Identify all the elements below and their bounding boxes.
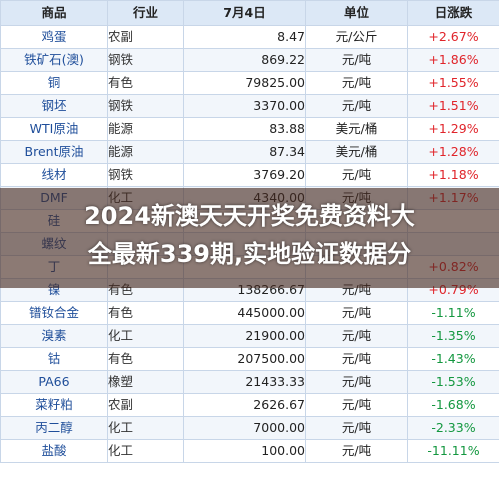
table-row[interactable]: 丙二醇 化工 7000.00 元/吨 -2.33% (0, 416, 499, 440)
header-industry[interactable]: 行业 (107, 0, 184, 26)
overlay-banner (0, 188, 499, 288)
cell-industry: 有色 (107, 71, 184, 95)
cell-name: 鸡蛋 (0, 25, 108, 49)
cell-unit: 元/吨 (305, 71, 408, 95)
overlay-line-1: 2024新澳天天开奖免费资料大 (84, 202, 415, 230)
table-row[interactable]: 菜籽粕 农副 2626.67 元/吨 -1.68% (0, 393, 499, 417)
table-row[interactable]: WTI原油 能源 83.88 美元/桶 +1.29% (0, 117, 499, 141)
cell-unit: 元/吨 (305, 347, 408, 371)
cell-name: 铜 (0, 71, 108, 95)
header-unit[interactable]: 单位 (305, 0, 408, 26)
cell-change: +1.29% (407, 117, 499, 141)
table-row[interactable]: 钢坯 钢铁 3370.00 元/吨 +1.51% (0, 94, 499, 118)
table-row[interactable]: 铁矿石(澳) 钢铁 869.22 元/吨 +1.86% (0, 48, 499, 72)
cell-change: +1.28% (407, 140, 499, 164)
cell-price: 87.34 (183, 140, 306, 164)
cell-unit: 元/吨 (305, 370, 408, 394)
cell-change: +1.51% (407, 94, 499, 118)
cell-unit: 元/吨 (305, 94, 408, 118)
table-row[interactable]: 镨钕合金 有色 445000.00 元/吨 -1.11% (0, 301, 499, 325)
table-row[interactable]: PA66 橡塑 21433.33 元/吨 -1.53% (0, 370, 499, 394)
cell-unit: 美元/桶 (305, 140, 408, 164)
cell-unit: 元/吨 (305, 48, 408, 72)
cell-name: 铁矿石(澳) (0, 48, 108, 72)
cell-name: 盐酸 (0, 439, 108, 463)
header-name[interactable]: 商品 (0, 0, 108, 26)
cell-price: 21900.00 (183, 324, 306, 348)
cell-unit: 元/吨 (305, 393, 408, 417)
overlay-headline: 2024新澳天天开奖免费资料大 全最新339期,实地验证数据分 (0, 197, 499, 273)
cell-change: +1.55% (407, 71, 499, 95)
cell-name: Brent原油 (0, 140, 108, 164)
cell-unit: 元/公斤 (305, 25, 408, 49)
cell-price: 3370.00 (183, 94, 306, 118)
cell-industry: 能源 (107, 140, 184, 164)
cell-change: -1.35% (407, 324, 499, 348)
cell-industry: 农副 (107, 25, 184, 49)
cell-price: 207500.00 (183, 347, 306, 371)
cell-price: 2626.67 (183, 393, 306, 417)
cell-name: PA66 (0, 370, 108, 394)
cell-price: 7000.00 (183, 416, 306, 440)
cell-change: +2.67% (407, 25, 499, 49)
cell-name: 镨钕合金 (0, 301, 108, 325)
cell-change: +1.86% (407, 48, 499, 72)
header-price[interactable]: 7月4日 (183, 0, 306, 26)
cell-unit: 美元/桶 (305, 117, 408, 141)
cell-industry: 化工 (107, 324, 184, 348)
cell-industry: 橡塑 (107, 370, 184, 394)
cell-change: +1.18% (407, 163, 499, 187)
cell-unit: 元/吨 (305, 324, 408, 348)
cell-unit: 元/吨 (305, 439, 408, 463)
table-row[interactable]: Brent原油 能源 87.34 美元/桶 +1.28% (0, 140, 499, 164)
cell-unit: 元/吨 (305, 416, 408, 440)
cell-name: 线材 (0, 163, 108, 187)
cell-price: 83.88 (183, 117, 306, 141)
header-change[interactable]: 日涨跌 (407, 0, 499, 26)
cell-name: 丙二醇 (0, 416, 108, 440)
cell-unit: 元/吨 (305, 163, 408, 187)
cell-industry: 钢铁 (107, 94, 184, 118)
overlay-line-2: 全最新339期,实地验证数据分 (87, 240, 412, 268)
cell-unit: 元/吨 (305, 301, 408, 325)
cell-change: -1.43% (407, 347, 499, 371)
cell-price: 445000.00 (183, 301, 306, 325)
cell-industry: 有色 (107, 301, 184, 325)
table-row[interactable]: 鸡蛋 农副 8.47 元/公斤 +2.67% (0, 25, 499, 49)
cell-industry: 能源 (107, 117, 184, 141)
cell-change: -2.33% (407, 416, 499, 440)
table-header-row: 商品 行业 7月4日 单位 日涨跌 (0, 0, 499, 26)
cell-price: 21433.33 (183, 370, 306, 394)
table-row[interactable]: 线材 钢铁 3769.20 元/吨 +1.18% (0, 163, 499, 187)
cell-industry: 化工 (107, 439, 184, 463)
cell-name: WTI原油 (0, 117, 108, 141)
cell-price: 100.00 (183, 439, 306, 463)
cell-price: 3769.20 (183, 163, 306, 187)
table-row[interactable]: 铜有色 79825.00 元/吨 +1.55% (0, 71, 499, 95)
cell-name: 溴素 (0, 324, 108, 348)
cell-change: -1.68% (407, 393, 499, 417)
cell-industry: 钢铁 (107, 163, 184, 187)
table-row[interactable]: 钴有色 207500.00 元/吨 -1.43% (0, 347, 499, 371)
cell-change: -1.53% (407, 370, 499, 394)
cell-name: 钢坯 (0, 94, 108, 118)
cell-name: 菜籽粕 (0, 393, 108, 417)
cell-change: -1.11% (407, 301, 499, 325)
cell-industry: 农副 (107, 393, 184, 417)
cell-industry: 化工 (107, 416, 184, 440)
cell-price: 8.47 (183, 25, 306, 49)
cell-price: 869.22 (183, 48, 306, 72)
table-row[interactable]: 溴素 化工 21900.00 元/吨 -1.35% (0, 324, 499, 348)
cell-name: 钴 (0, 347, 108, 371)
cell-industry: 有色 (107, 347, 184, 371)
cell-price: 79825.00 (183, 71, 306, 95)
cell-industry: 钢铁 (107, 48, 184, 72)
cell-change: -11.11% (407, 439, 499, 463)
table-row[interactable]: 盐酸 化工 100.00 元/吨 -11.11% (0, 439, 499, 463)
